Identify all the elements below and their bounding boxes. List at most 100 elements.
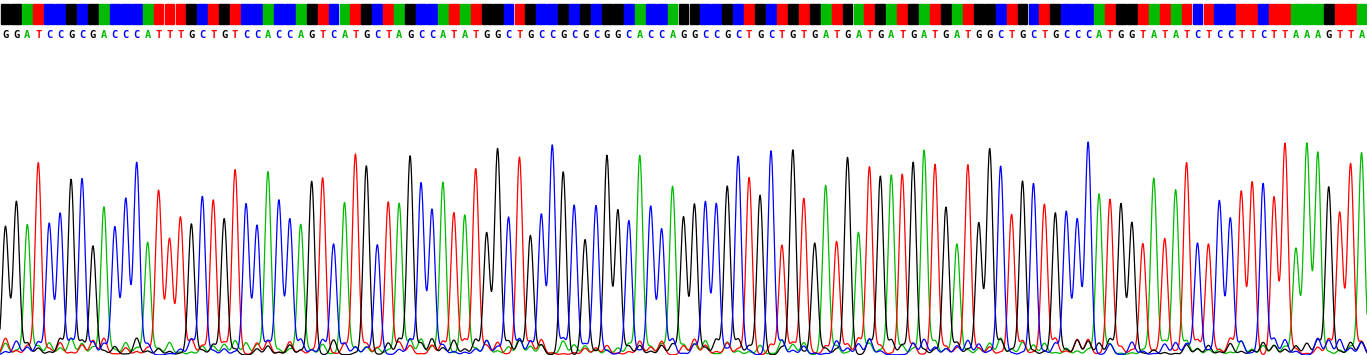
Bar bbox=[66, 4, 77, 24]
Text: A: A bbox=[145, 31, 150, 40]
Bar bbox=[230, 4, 241, 24]
Text: C: C bbox=[703, 31, 708, 40]
Text: T: T bbox=[353, 31, 358, 40]
Bar bbox=[1312, 4, 1323, 24]
Bar bbox=[656, 4, 667, 24]
Text: A: A bbox=[921, 31, 927, 40]
Bar bbox=[295, 4, 306, 24]
Bar bbox=[536, 4, 547, 24]
Bar bbox=[241, 4, 252, 24]
Bar bbox=[875, 4, 886, 24]
Bar bbox=[525, 4, 536, 24]
Bar bbox=[328, 4, 339, 24]
Bar bbox=[1269, 4, 1280, 24]
Text: G: G bbox=[1129, 31, 1135, 40]
Text: C: C bbox=[593, 31, 599, 40]
Bar bbox=[722, 4, 733, 24]
Text: T: T bbox=[1348, 31, 1353, 40]
Bar bbox=[448, 4, 459, 24]
Bar bbox=[142, 4, 153, 24]
Bar bbox=[919, 4, 930, 24]
Text: C: C bbox=[276, 31, 282, 40]
Bar bbox=[219, 4, 230, 24]
Text: T: T bbox=[1249, 31, 1255, 40]
Text: T: T bbox=[167, 31, 172, 40]
Text: T: T bbox=[1282, 31, 1288, 40]
Text: A: A bbox=[823, 31, 828, 40]
Bar bbox=[776, 4, 787, 24]
Text: C: C bbox=[550, 31, 555, 40]
Bar bbox=[394, 4, 405, 24]
Text: T: T bbox=[1271, 31, 1277, 40]
Text: G: G bbox=[943, 31, 949, 40]
Text: G: G bbox=[1118, 31, 1124, 40]
Bar bbox=[208, 4, 219, 24]
Text: C: C bbox=[506, 31, 511, 40]
Bar bbox=[77, 4, 87, 24]
Bar bbox=[547, 4, 558, 24]
Bar bbox=[1323, 4, 1334, 24]
Text: C: C bbox=[659, 31, 664, 40]
Text: A: A bbox=[670, 31, 675, 40]
Text: G: G bbox=[615, 31, 621, 40]
Text: A: A bbox=[440, 31, 446, 40]
Text: G: G bbox=[495, 31, 500, 40]
Text: C: C bbox=[648, 31, 653, 40]
Bar bbox=[1247, 4, 1258, 24]
Text: A: A bbox=[1173, 31, 1178, 40]
Bar bbox=[120, 4, 131, 24]
Text: T: T bbox=[1184, 31, 1189, 40]
Text: C: C bbox=[57, 31, 63, 40]
Text: C: C bbox=[1228, 31, 1233, 40]
Bar bbox=[1072, 4, 1083, 24]
Bar bbox=[339, 4, 350, 24]
Bar bbox=[1301, 4, 1312, 24]
Text: G: G bbox=[878, 31, 883, 40]
Text: G: G bbox=[309, 31, 314, 40]
Bar bbox=[558, 4, 569, 24]
Text: G: G bbox=[987, 31, 992, 40]
Text: G: G bbox=[3, 31, 8, 40]
Bar bbox=[317, 4, 328, 24]
Bar bbox=[492, 4, 503, 24]
Text: G: G bbox=[604, 31, 610, 40]
Text: C: C bbox=[331, 31, 336, 40]
Text: T: T bbox=[517, 31, 522, 40]
Text: C: C bbox=[1031, 31, 1036, 40]
Text: C: C bbox=[998, 31, 1003, 40]
Bar bbox=[612, 4, 623, 24]
Bar bbox=[361, 4, 372, 24]
Text: A: A bbox=[342, 31, 347, 40]
Bar bbox=[186, 4, 197, 24]
Text: G: G bbox=[812, 31, 817, 40]
Text: A: A bbox=[637, 31, 642, 40]
Bar bbox=[372, 4, 383, 24]
Text: G: G bbox=[910, 31, 916, 40]
Text: G: G bbox=[189, 31, 194, 40]
Text: T: T bbox=[1042, 31, 1047, 40]
Text: A: A bbox=[954, 31, 960, 40]
Text: G: G bbox=[976, 31, 982, 40]
Bar bbox=[33, 4, 44, 24]
Text: A: A bbox=[396, 31, 402, 40]
Bar bbox=[1083, 4, 1094, 24]
Text: C: C bbox=[134, 31, 139, 40]
Bar bbox=[787, 4, 798, 24]
Text: C: C bbox=[123, 31, 128, 40]
Bar bbox=[44, 4, 55, 24]
Text: G: G bbox=[1053, 31, 1058, 40]
Bar bbox=[1334, 4, 1345, 24]
Bar bbox=[601, 4, 612, 24]
Text: T: T bbox=[965, 31, 971, 40]
Text: A: A bbox=[1096, 31, 1102, 40]
Bar bbox=[22, 4, 33, 24]
Bar bbox=[820, 4, 831, 24]
Bar bbox=[1280, 4, 1290, 24]
Text: T: T bbox=[1140, 31, 1146, 40]
Bar bbox=[262, 4, 273, 24]
Text: G: G bbox=[582, 31, 588, 40]
Text: C: C bbox=[287, 31, 293, 40]
Text: G: G bbox=[845, 31, 850, 40]
Bar bbox=[580, 4, 591, 24]
Bar bbox=[1345, 4, 1356, 24]
